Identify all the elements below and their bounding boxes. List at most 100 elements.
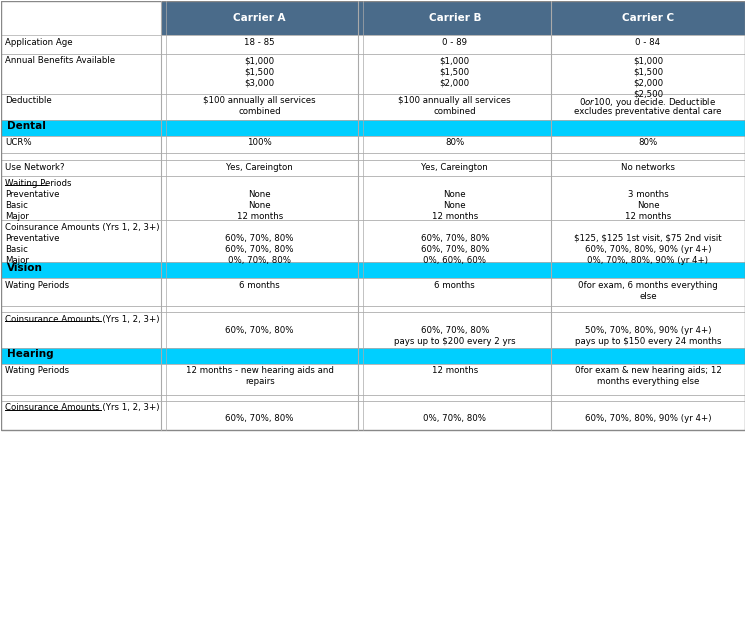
Text: Yes, Careington: Yes, Careington	[421, 163, 488, 172]
Text: 60%, 70%, 80%: 60%, 70%, 80%	[421, 234, 489, 243]
Bar	[358, 153, 551, 160]
Bar	[358, 160, 551, 176]
Text: 18 - 85: 18 - 85	[245, 38, 275, 47]
Bar	[161, 153, 358, 160]
Bar	[551, 176, 745, 221]
Text: $1,000: $1,000	[245, 56, 275, 65]
Bar	[1, 1, 745, 430]
Text: combined: combined	[433, 107, 476, 116]
Bar	[1, 400, 161, 430]
Bar	[161, 364, 358, 394]
Bar	[551, 94, 745, 119]
Text: $2,500: $2,500	[633, 90, 663, 98]
Text: $100 annually all services: $100 annually all services	[398, 96, 511, 105]
Text: 60%, 70%, 80%: 60%, 70%, 80%	[225, 326, 294, 334]
Text: $1,500: $1,500	[439, 67, 470, 76]
Bar	[161, 221, 358, 262]
Text: 80%: 80%	[639, 138, 658, 147]
Text: 0%, 70%, 80%: 0%, 70%, 80%	[423, 414, 486, 423]
Bar	[551, 221, 745, 262]
Text: 0%, 70%, 80%, 90% (yr 4+): 0%, 70%, 80%, 90% (yr 4+)	[588, 256, 709, 265]
Bar	[1, 119, 745, 135]
Text: pays up to $200 every 2 yrs: pays up to $200 every 2 yrs	[394, 337, 515, 345]
Text: repairs: repairs	[245, 378, 275, 386]
Text: 60%, 70%, 80%, 90% (yr 4+): 60%, 70%, 80%, 90% (yr 4+)	[585, 245, 711, 254]
Text: $1,500: $1,500	[633, 67, 663, 76]
Text: Major: Major	[5, 256, 29, 265]
Text: Yes, Careington: Yes, Careington	[226, 163, 293, 172]
Text: 60%, 70%, 80%: 60%, 70%, 80%	[421, 326, 489, 334]
Text: 0 - 84: 0 - 84	[636, 38, 660, 47]
Bar	[1, 348, 745, 364]
Bar	[1, 221, 161, 262]
Bar	[551, 278, 745, 306]
Bar	[1, 135, 161, 153]
Bar	[1, 306, 161, 312]
Bar	[358, 94, 551, 119]
Bar	[551, 1, 745, 35]
Text: $100 annually all services: $100 annually all services	[204, 96, 316, 105]
Bar	[1, 160, 161, 176]
Text: 0for exam & new hearing aids; 12: 0for exam & new hearing aids; 12	[574, 366, 721, 375]
Bar	[358, 364, 551, 394]
Bar	[551, 394, 745, 400]
Text: Preventative: Preventative	[5, 190, 60, 198]
Text: Basic: Basic	[5, 245, 28, 254]
Bar	[358, 54, 551, 94]
Bar	[1, 35, 161, 54]
Bar	[551, 153, 745, 160]
Text: None: None	[443, 190, 466, 198]
Text: 60%, 70%, 80%, 90% (yr 4+): 60%, 70%, 80%, 90% (yr 4+)	[585, 414, 711, 423]
Text: UCR%: UCR%	[5, 138, 32, 147]
Bar	[161, 176, 358, 221]
Bar	[358, 1, 551, 35]
Bar	[1, 153, 161, 160]
Bar	[161, 135, 358, 153]
Text: 12 months: 12 months	[432, 212, 478, 221]
Bar	[358, 35, 551, 54]
Text: Wating Periods: Wating Periods	[5, 281, 69, 290]
Bar	[161, 278, 358, 306]
Bar	[551, 160, 745, 176]
Bar	[161, 35, 358, 54]
Text: $2,000: $2,000	[633, 78, 663, 87]
Text: Coinsurance Amounts (Yrs 1, 2, 3+): Coinsurance Amounts (Yrs 1, 2, 3+)	[5, 403, 160, 412]
Text: Wating Periods: Wating Periods	[5, 366, 69, 375]
Bar	[1, 94, 161, 119]
Text: Dental: Dental	[7, 121, 46, 130]
Text: Vision: Vision	[7, 263, 43, 273]
Bar	[358, 306, 551, 312]
Bar	[358, 176, 551, 221]
Text: Waiting Periods: Waiting Periods	[5, 179, 72, 188]
Text: $3,000: $3,000	[245, 78, 275, 87]
Bar	[1, 54, 161, 94]
Bar	[1, 278, 161, 306]
Text: Carrier C: Carrier C	[622, 14, 674, 23]
Bar	[358, 394, 551, 400]
Bar	[1, 394, 161, 400]
Bar	[1, 364, 161, 394]
Text: 0%, 60%, 60%: 0%, 60%, 60%	[423, 256, 486, 265]
Text: Deductible: Deductible	[5, 96, 52, 105]
Bar	[358, 400, 551, 430]
Text: Use Network?: Use Network?	[5, 163, 65, 172]
Text: 0 - 89: 0 - 89	[442, 38, 467, 47]
Text: 12 months: 12 months	[625, 212, 671, 221]
Bar	[161, 160, 358, 176]
Text: months everything else: months everything else	[597, 378, 699, 386]
Bar	[161, 312, 358, 348]
Text: 80%: 80%	[445, 138, 464, 147]
Bar	[161, 54, 358, 94]
Text: $125, $125 1st visit, $75 2nd visit: $125, $125 1st visit, $75 2nd visit	[574, 234, 722, 243]
Bar	[358, 221, 551, 262]
Text: None: None	[443, 201, 466, 210]
Text: else: else	[639, 292, 656, 301]
Text: Basic: Basic	[5, 201, 28, 210]
Text: 60%, 70%, 80%: 60%, 70%, 80%	[421, 245, 489, 254]
Bar	[161, 94, 358, 119]
Text: None: None	[636, 201, 659, 210]
Text: 60%, 70%, 80%: 60%, 70%, 80%	[225, 234, 294, 243]
Text: Coinsurance Amounts (Yrs 1, 2, 3+): Coinsurance Amounts (Yrs 1, 2, 3+)	[5, 223, 160, 232]
Text: 60%, 70%, 80%: 60%, 70%, 80%	[225, 414, 294, 423]
Text: combined: combined	[238, 107, 281, 116]
